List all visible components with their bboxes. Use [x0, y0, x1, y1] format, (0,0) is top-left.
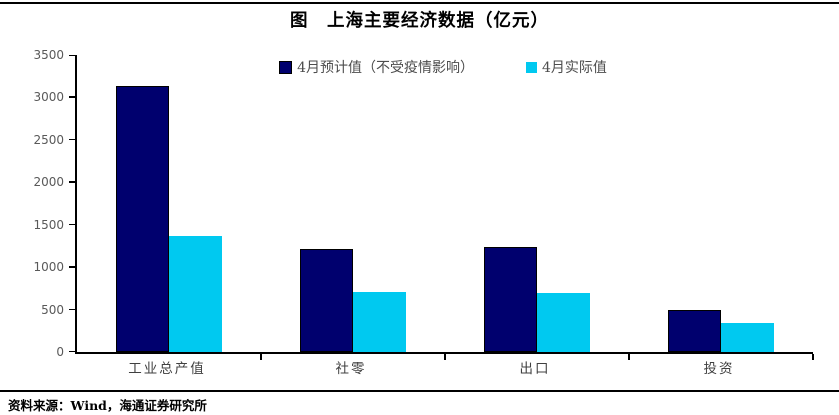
- actual-bar: [353, 292, 406, 352]
- legend-item: 4月实际值: [526, 57, 607, 77]
- x-axis-labels: 工业总产值 社零 出口 投资: [75, 357, 811, 377]
- y-tick-mark: [69, 308, 75, 310]
- y-tick-mark: [69, 138, 75, 141]
- y-tick-label: 1000: [33, 260, 64, 275]
- chart-title: 图 上海主要经济数据（亿元）: [290, 11, 549, 31]
- legend-label: 4月预计值（不受疫情影响）: [297, 60, 474, 76]
- chart-legend: 4月预计值（不受疫情影响） 4月实际值: [75, 58, 811, 76]
- footer-divider: [0, 390, 839, 392]
- x-category-label: 社零: [335, 361, 367, 377]
- y-tick-mark: [69, 55, 75, 57]
- actual-bar: [169, 236, 222, 352]
- y-tick-label: 3000: [33, 90, 64, 105]
- actual-bar: [537, 293, 590, 352]
- y-tick-label: 2500: [33, 132, 64, 147]
- y-tick-label: 2000: [33, 175, 64, 190]
- top-divider: [0, 2, 839, 4]
- y-tick-mark: [69, 223, 75, 226]
- y-tick-label: 500: [41, 302, 64, 317]
- plot-area: [69, 55, 814, 360]
- y-tick-label: 3500: [33, 48, 64, 62]
- y-axis-labels: 0 500 1000 1500 2000 2500 3000 3500: [0, 48, 64, 359]
- x-tick-mark: [812, 354, 814, 360]
- forecast-bar: [668, 310, 721, 352]
- x-category-label: 出口: [519, 361, 551, 377]
- legend-swatch-icon: [279, 60, 293, 74]
- legend-label: 4月实际值: [542, 60, 607, 76]
- legend-item: 4月预计值（不受疫情影响）: [279, 57, 474, 77]
- y-tick-mark: [69, 96, 75, 98]
- forecast-bar: [300, 249, 353, 352]
- x-tick-mark: [444, 354, 446, 360]
- actual-bar: [721, 323, 774, 352]
- x-tick-mark: [260, 354, 262, 360]
- forecast-bar: [116, 86, 169, 352]
- y-tick-mark: [69, 266, 75, 268]
- y-tick-mark: [69, 351, 75, 353]
- forecast-bar: [484, 247, 537, 352]
- y-tick-label: 1500: [33, 217, 64, 232]
- x-tick-mark: [628, 354, 630, 360]
- x-category-label: 工业总产值: [128, 361, 206, 377]
- source-note: 资料来源：Wind，海通证券研究所: [8, 398, 207, 413]
- legend-swatch-icon: [526, 61, 537, 73]
- x-category-label: 投资: [703, 361, 735, 377]
- y-tick-mark: [69, 181, 75, 183]
- y-tick-label: 0: [56, 345, 64, 359]
